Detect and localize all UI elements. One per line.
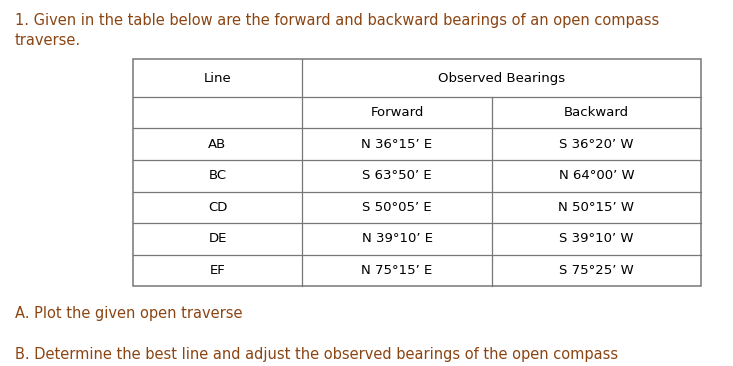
Text: CD: CD	[207, 201, 227, 214]
Text: S 36°20’ W: S 36°20’ W	[559, 138, 633, 151]
Text: AB: AB	[208, 138, 226, 151]
Text: Observed Bearings: Observed Bearings	[438, 72, 564, 85]
Text: S 39°10’ W: S 39°10’ W	[559, 232, 633, 246]
Text: 1. Given in the table below are the forward and backward bearings of an open com: 1. Given in the table below are the forw…	[15, 12, 659, 48]
Text: A. Plot the given open traverse: A. Plot the given open traverse	[15, 306, 242, 321]
Text: Backward: Backward	[564, 106, 629, 119]
Text: Line: Line	[204, 72, 232, 85]
Text: N 75°15’ E: N 75°15’ E	[361, 264, 432, 277]
Text: Forward: Forward	[370, 106, 424, 119]
Text: N 36°15’ E: N 36°15’ E	[361, 138, 432, 151]
Text: N 64°00’ W: N 64°00’ W	[559, 169, 634, 182]
Text: N 39°10’ E: N 39°10’ E	[361, 232, 432, 246]
Text: DE: DE	[208, 232, 226, 246]
Text: EF: EF	[210, 264, 225, 277]
Text: S 63°50’ E: S 63°50’ E	[362, 169, 432, 182]
Text: BC: BC	[208, 169, 226, 182]
Text: B. Determine the best line and adjust the observed bearings of the open compass: B. Determine the best line and adjust th…	[15, 347, 618, 362]
Text: S 75°25’ W: S 75°25’ W	[559, 264, 634, 277]
Text: S 50°05’ E: S 50°05’ E	[362, 201, 432, 214]
Text: N 50°15’ W: N 50°15’ W	[559, 201, 634, 214]
